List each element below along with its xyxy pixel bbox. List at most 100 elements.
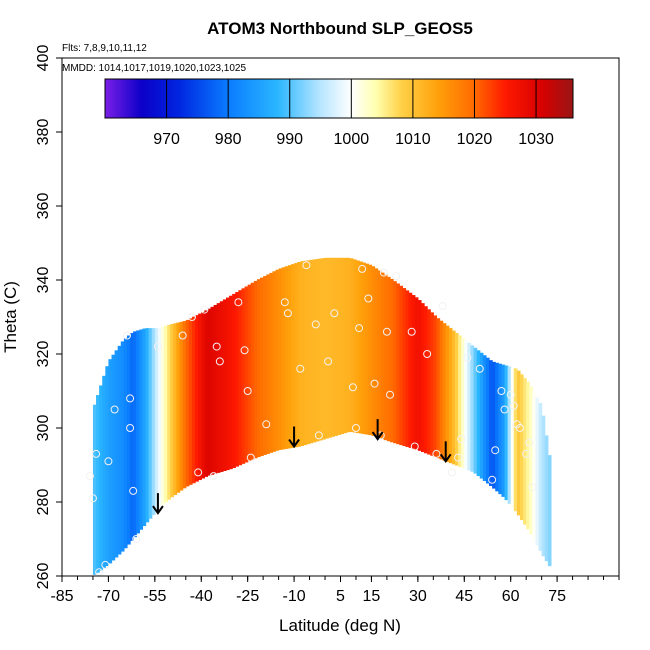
heatmap-cell (204, 310, 209, 477)
data-point (234, 298, 243, 307)
heatmap-cell (442, 323, 447, 461)
data-point (187, 313, 196, 321)
heatmap-cell (92, 404, 97, 575)
heatmap-cell (173, 323, 178, 495)
heatmap-cell (182, 321, 187, 489)
y-axis: 260 280 300 320 340 360 380 400 (35, 45, 62, 590)
heatmap-cell (417, 300, 422, 451)
heatmap-cell (294, 263, 298, 448)
data-point (447, 468, 456, 477)
heatmap-cell (454, 333, 459, 466)
heatmap-cell (216, 303, 221, 473)
data-point (311, 320, 320, 329)
data-point (432, 449, 441, 458)
data-point (212, 342, 221, 351)
heatmap-cell (523, 378, 527, 525)
heatmap-cell (226, 297, 230, 471)
heatmap-cell (281, 267, 286, 450)
heatmap-cell (343, 257, 348, 434)
heatmap-cell (303, 260, 308, 446)
heatmap-cell (198, 313, 202, 481)
heatmap-cell (148, 328, 153, 519)
heatmap-cell (229, 295, 233, 470)
heatmap-cell (492, 361, 496, 489)
heatmap-cell (238, 290, 243, 466)
data-point (296, 364, 305, 373)
data-point (101, 560, 110, 569)
data-point (355, 324, 364, 333)
heatmap-cell (188, 318, 193, 485)
data-point (386, 390, 395, 399)
data-point (528, 483, 537, 492)
x-tick-label: -85 (50, 588, 73, 605)
heatmap-cell (433, 315, 438, 457)
heatmap-cell (427, 309, 431, 455)
heatmap-cell (535, 397, 540, 546)
heatmap-cell (414, 297, 419, 450)
data-point (209, 472, 218, 481)
x-tick-label: -25 (236, 588, 259, 605)
x-tick-label: -55 (143, 588, 166, 605)
heatmap-cell (544, 435, 549, 562)
heatmap-cell (408, 292, 413, 448)
heatmap-cell (145, 328, 150, 523)
colorbar-tick-label: 1030 (518, 131, 554, 148)
heatmap-cell (290, 264, 295, 448)
heatmap-cell (359, 261, 363, 434)
heatmap-cell (439, 320, 444, 460)
heatmap-cell (266, 274, 270, 454)
heatmap-cell (247, 284, 252, 462)
x-tick-label: 75 (548, 588, 566, 605)
data-point (129, 486, 138, 495)
data-point (280, 298, 289, 307)
data-point (132, 535, 141, 543)
y-tick-label: 260 (35, 563, 52, 590)
heatmap-cell (532, 391, 537, 540)
heatmap-cell (309, 259, 314, 444)
arrow-marker (152, 493, 164, 515)
data-point (324, 357, 333, 366)
y-tick-label: 380 (35, 119, 52, 146)
data-point (509, 401, 518, 410)
heatmap-cell (495, 362, 499, 492)
data-point (497, 387, 506, 395)
colorbar-tick-label: 1020 (457, 131, 493, 148)
heatmap-cell (241, 288, 246, 464)
data-point (506, 390, 515, 399)
heatmap-cell (99, 385, 103, 571)
heatmap-cell (130, 333, 134, 541)
heatmap-cell (102, 375, 106, 569)
heatmap-cell (504, 365, 509, 501)
data-point (122, 331, 131, 340)
heatmap-cell (260, 277, 264, 457)
data-point (351, 424, 360, 432)
heatmap-layer (92, 257, 552, 575)
heatmap-cell (201, 311, 205, 479)
y-tick-label: 400 (35, 45, 52, 72)
data-point (457, 435, 466, 444)
data-point (330, 309, 339, 318)
heatmap-cell (448, 328, 453, 464)
heatmap-cell (244, 286, 249, 463)
data-point (104, 457, 113, 466)
heatmap-cell (498, 363, 503, 495)
heatmap-cell (380, 272, 385, 440)
heatmap-cell (269, 272, 274, 453)
heatmap-cell (219, 301, 224, 472)
heatmap-cell (275, 269, 280, 451)
heatmap-cell (510, 367, 515, 508)
data-point (215, 357, 224, 366)
heatmap-cell (352, 259, 357, 433)
x-tick-label: 30 (409, 588, 427, 605)
heatmap-cell (340, 257, 345, 435)
data-point (392, 272, 401, 281)
heatmap-cell (297, 262, 301, 447)
heatmap-cell (393, 281, 397, 444)
colorbar-tick-label: 1010 (395, 131, 431, 148)
heatmap-cell (207, 308, 212, 476)
arrows-layer (152, 419, 452, 515)
data-point (178, 331, 187, 340)
colorbar-tick-label: 980 (215, 131, 242, 148)
